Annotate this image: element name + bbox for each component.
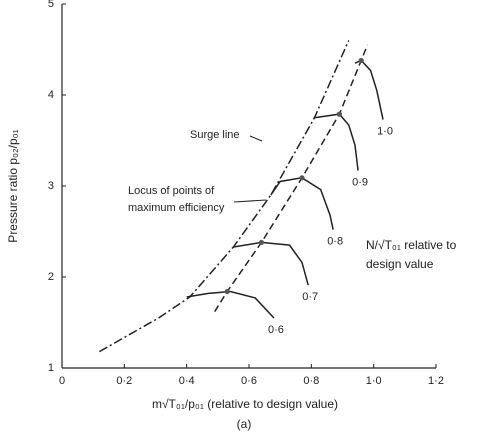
annotation: Surge line <box>190 129 240 141</box>
annotation: N/√T₀₁ relative to <box>366 238 457 252</box>
x-tick-label: 0·4 <box>179 375 195 387</box>
surge-line <box>99 40 350 353</box>
annotation: Locus of points of <box>128 185 215 197</box>
speed-label: 1·0 <box>377 125 393 137</box>
caption: (a) <box>237 417 252 431</box>
y-tick-label: 4 <box>48 89 54 101</box>
leader-line <box>233 199 267 203</box>
y-axis-label: Pressure ratio p₀₂/p₀₁ <box>6 129 20 242</box>
speed-label: 0·8 <box>327 236 343 248</box>
speed-line <box>314 113 359 171</box>
speed-line <box>186 290 275 319</box>
speed-line <box>354 59 384 120</box>
efficiency-point <box>224 288 230 295</box>
annotation: maximum efficiency <box>128 202 225 214</box>
speed-label: 0·9 <box>352 176 368 188</box>
speed-line <box>233 241 309 286</box>
efficiency-point <box>336 111 342 117</box>
leader-line <box>249 135 263 142</box>
annotation: design value <box>366 257 434 271</box>
x-tick-label: 1·0 <box>366 375 382 387</box>
efficiency-point <box>258 239 265 246</box>
speed-line <box>270 177 334 230</box>
x-axis-label: m√T₀₁/p₀₁ (relative to design value) <box>152 397 338 411</box>
speed-label: 0·6 <box>268 324 284 336</box>
x-tick-label: 0·8 <box>303 375 319 387</box>
efficiency-locus <box>214 44 369 312</box>
y-tick-label: 5 <box>48 0 54 10</box>
x-tick-label: 0·2 <box>116 375 132 387</box>
efficiency-point <box>358 57 364 64</box>
y-tick-label: 1 <box>48 362 54 374</box>
speed-label: 0·7 <box>302 291 318 303</box>
x-tick-label: 1·2 <box>428 375 444 387</box>
efficiency-point <box>299 175 305 181</box>
x-tick-label: 0·6 <box>241 375 257 387</box>
y-tick-label: 2 <box>48 271 54 283</box>
y-tick-label: 3 <box>48 180 54 192</box>
x-tick-label: 0 <box>59 375 65 387</box>
